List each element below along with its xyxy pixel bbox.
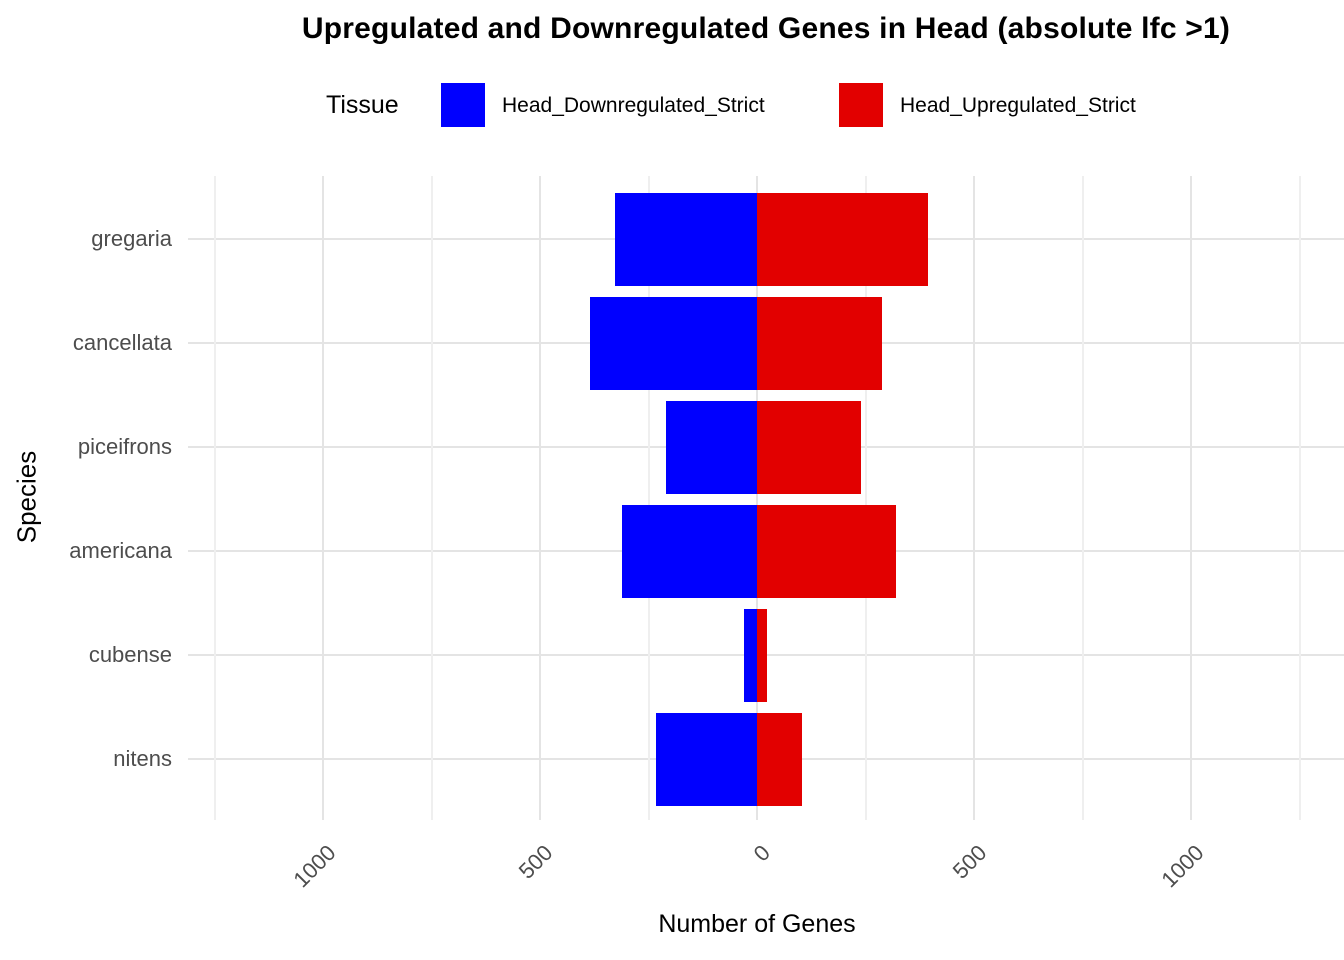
bar-gregaria-downregulated	[615, 192, 757, 286]
legend-label-upregulated: Head_Upregulated_Strict	[900, 94, 1136, 117]
bar-piceifrons-upregulated	[757, 400, 862, 494]
bar-nitens-downregulated	[655, 712, 757, 806]
gridline-x-major--500	[539, 176, 541, 820]
bar-cancellata-downregulated	[589, 296, 757, 390]
legend-label-downregulated: Head_Downregulated_Strict	[502, 94, 765, 117]
x-tick-label-0: 0	[748, 840, 775, 867]
gridline-x-major-0	[756, 176, 758, 820]
bar-gregaria-upregulated	[757, 192, 928, 286]
gridline-x-major--1000	[322, 176, 324, 820]
bar-americana-upregulated	[757, 504, 896, 598]
y-tick-label-piceifrons: piceifrons	[77, 434, 172, 459]
x-tick-label-1000: 1000	[1156, 840, 1209, 893]
gridline-x-minor-250	[864, 176, 867, 820]
legend-swatch-upregulated	[839, 83, 883, 127]
gridline-x-minor-1250	[1298, 176, 1301, 820]
x-tick-label-500: 500	[948, 840, 992, 884]
bar-cancellata-upregulated	[757, 296, 882, 390]
y-tick-label-cubense: cubense	[88, 642, 172, 667]
y-tick-label-cancellata: cancellata	[72, 330, 172, 355]
y-tick-label-americana: americana	[69, 538, 172, 563]
legend-title: Tissue	[326, 91, 399, 119]
gridline-x-major-1000	[1190, 176, 1192, 820]
bar-nitens-upregulated	[757, 712, 802, 806]
y-tick-label-gregaria: gregaria	[91, 226, 172, 251]
plot-panel	[188, 176, 1344, 820]
gridline-x-minor--250	[647, 176, 650, 820]
chart-title: Upregulated and Downregulated Genes in H…	[301, 12, 1231, 45]
y-axis-title: Species	[11, 450, 42, 544]
y-tick-label-nitens: nitens	[113, 746, 172, 771]
gridline-x-minor-750	[1081, 176, 1084, 820]
gridline-x-minor--750	[430, 176, 433, 820]
x-tick-label--500: 500	[514, 840, 558, 884]
gridline-x-major-500	[973, 176, 975, 820]
bar-cubense-downregulated	[743, 608, 757, 702]
x-tick-label--1000: 1000	[288, 840, 341, 893]
bar-cubense-upregulated	[757, 608, 767, 702]
bar-piceifrons-downregulated	[665, 400, 757, 494]
bar-americana-downregulated	[622, 504, 757, 598]
legend-swatch-downregulated	[441, 83, 485, 127]
gridline-x-minor--1250	[213, 176, 216, 820]
x-axis-title: Number of Genes	[658, 910, 856, 938]
